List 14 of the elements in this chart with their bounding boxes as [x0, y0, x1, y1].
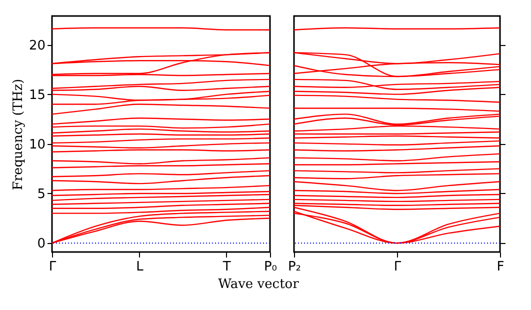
y-axis-title: Frequency (THz) — [10, 78, 26, 190]
y-tick-label: 5 — [37, 186, 46, 202]
x-tick-label: Γ — [48, 260, 57, 274]
x-tick-label: L — [136, 260, 144, 274]
x-tick-label: T — [222, 260, 231, 274]
y-tick-label: 20 — [28, 38, 46, 54]
y-tick-label: 10 — [28, 137, 46, 152]
x-tick-label: P₂ — [288, 260, 302, 274]
y-tick-label: 15 — [28, 88, 46, 103]
y-tick-label: 0 — [37, 236, 46, 252]
x-axis-title: Wave vector — [218, 276, 300, 292]
x-tick-label: P₀ — [264, 260, 278, 274]
x-tick-label: F — [496, 260, 504, 274]
x-tick-label: Γ — [394, 260, 402, 274]
